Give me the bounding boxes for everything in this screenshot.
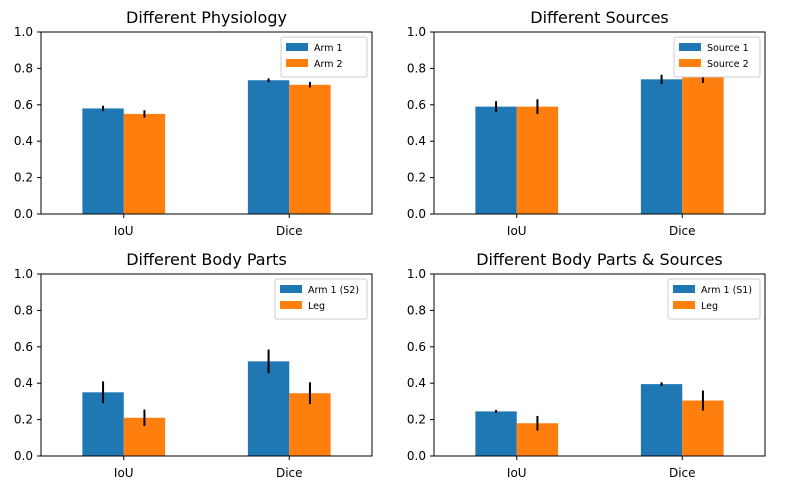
x-tick-label: IoU xyxy=(507,224,527,238)
legend-swatch xyxy=(679,43,701,51)
legend-label: Arm 2 xyxy=(314,59,343,70)
y-tick-label: 0.2 xyxy=(407,413,426,427)
legend-swatch xyxy=(280,301,302,309)
bar-dice-series-1 xyxy=(247,80,290,214)
y-tick-label: 1.0 xyxy=(14,25,33,39)
y-tick-label: 0.0 xyxy=(407,449,426,463)
bar-iou-series-1 xyxy=(475,106,517,214)
legend: Arm 1 Arm 2 xyxy=(280,36,368,78)
y-tick-label: 1.0 xyxy=(14,267,33,281)
legend-swatch xyxy=(286,43,308,51)
bar-dice-series-1 xyxy=(640,384,683,456)
plot-frame xyxy=(40,273,373,457)
legend-label: Arm 1 xyxy=(314,43,343,54)
legend: Source 1 Source 2 xyxy=(673,36,761,78)
bar-dice-series-2 xyxy=(682,77,724,214)
x-tick-label: Dice xyxy=(669,466,696,480)
legend-swatch xyxy=(673,285,695,293)
y-tick-label: 0.8 xyxy=(407,303,426,317)
legend: Arm 1 (S2) Leg xyxy=(274,278,368,320)
legend-label: Leg xyxy=(701,301,718,312)
bar-iou-series-1 xyxy=(475,411,517,456)
y-tick-label: 0.4 xyxy=(14,134,33,148)
x-tick-label: IoU xyxy=(114,224,134,238)
plot-frame xyxy=(40,31,373,215)
x-tick-label: Dice xyxy=(276,224,303,238)
bar-dice-series-2 xyxy=(289,84,331,214)
legend-swatch xyxy=(673,301,695,309)
y-tick-label: 0.8 xyxy=(407,61,426,75)
x-tick-label: IoU xyxy=(507,466,527,480)
legend-swatch xyxy=(280,285,302,293)
y-tick-label: 0.0 xyxy=(407,207,426,221)
legend-label: Leg xyxy=(308,301,325,312)
y-tick-label: 0.2 xyxy=(407,171,426,185)
legend-swatch xyxy=(679,59,701,67)
x-tick-label: Dice xyxy=(669,224,696,238)
bar-iou-series-2 xyxy=(123,113,166,214)
chart-panel-1: 0.0 0.2 0.4 0.6 0.8 1.0 IoU Dice Different Physi… xyxy=(14,8,373,238)
x-tick-label: IoU xyxy=(114,466,134,480)
y-tick-label: 0.6 xyxy=(14,98,33,112)
chart-panel-3: 0.0 0.2 0.4 0.6 0.8 1.0 IoU Dice Different Body … xyxy=(14,250,373,480)
chart-title: Different Sources xyxy=(530,8,669,27)
legend-label: Arm 1 (S2) xyxy=(308,285,359,296)
legend-label: Source 1 xyxy=(707,43,749,54)
bar-iou-series-2 xyxy=(516,106,559,214)
legend-label: Arm 1 (S1) xyxy=(701,285,752,296)
chart-title: Different Body Parts & Sources xyxy=(476,250,723,269)
y-tick-label: 1.0 xyxy=(407,267,426,281)
y-tick-label: 0.8 xyxy=(14,61,33,75)
y-tick-label: 0.8 xyxy=(14,303,33,317)
plot-frame xyxy=(433,273,766,457)
chart-panel-2: 0.0 0.2 0.4 0.6 0.8 1.0 IoU Dice Different Sourc… xyxy=(407,8,766,238)
chart-panel-4: 0.0 0.2 0.4 0.6 0.8 1.0 IoU Dice Different Body … xyxy=(407,250,766,480)
y-tick-label: 0.0 xyxy=(14,207,33,221)
y-tick-label: 0.4 xyxy=(407,376,426,390)
y-tick-label: 0.4 xyxy=(407,134,426,148)
y-tick-label: 0.6 xyxy=(407,98,426,112)
legend-label: Source 2 xyxy=(707,59,749,70)
y-tick-label: 0.0 xyxy=(14,449,33,463)
bar-iou-series-1 xyxy=(82,108,124,214)
bar-dice-series-1 xyxy=(247,361,290,456)
y-tick-label: 0.4 xyxy=(14,376,33,390)
legend: Arm 1 (S1) Leg xyxy=(667,278,761,320)
chart-title: Different Physiology xyxy=(126,8,287,27)
y-tick-label: 0.2 xyxy=(14,171,33,185)
plot-frame xyxy=(433,31,766,215)
chart-title: Different Body Parts xyxy=(126,250,287,269)
x-tick-label: Dice xyxy=(276,466,303,480)
y-tick-label: 0.6 xyxy=(14,340,33,354)
y-tick-label: 0.6 xyxy=(407,340,426,354)
y-tick-label: 1.0 xyxy=(407,25,426,39)
bar-dice-series-1 xyxy=(640,79,683,214)
legend-swatch xyxy=(286,59,308,67)
y-tick-label: 0.2 xyxy=(14,413,33,427)
